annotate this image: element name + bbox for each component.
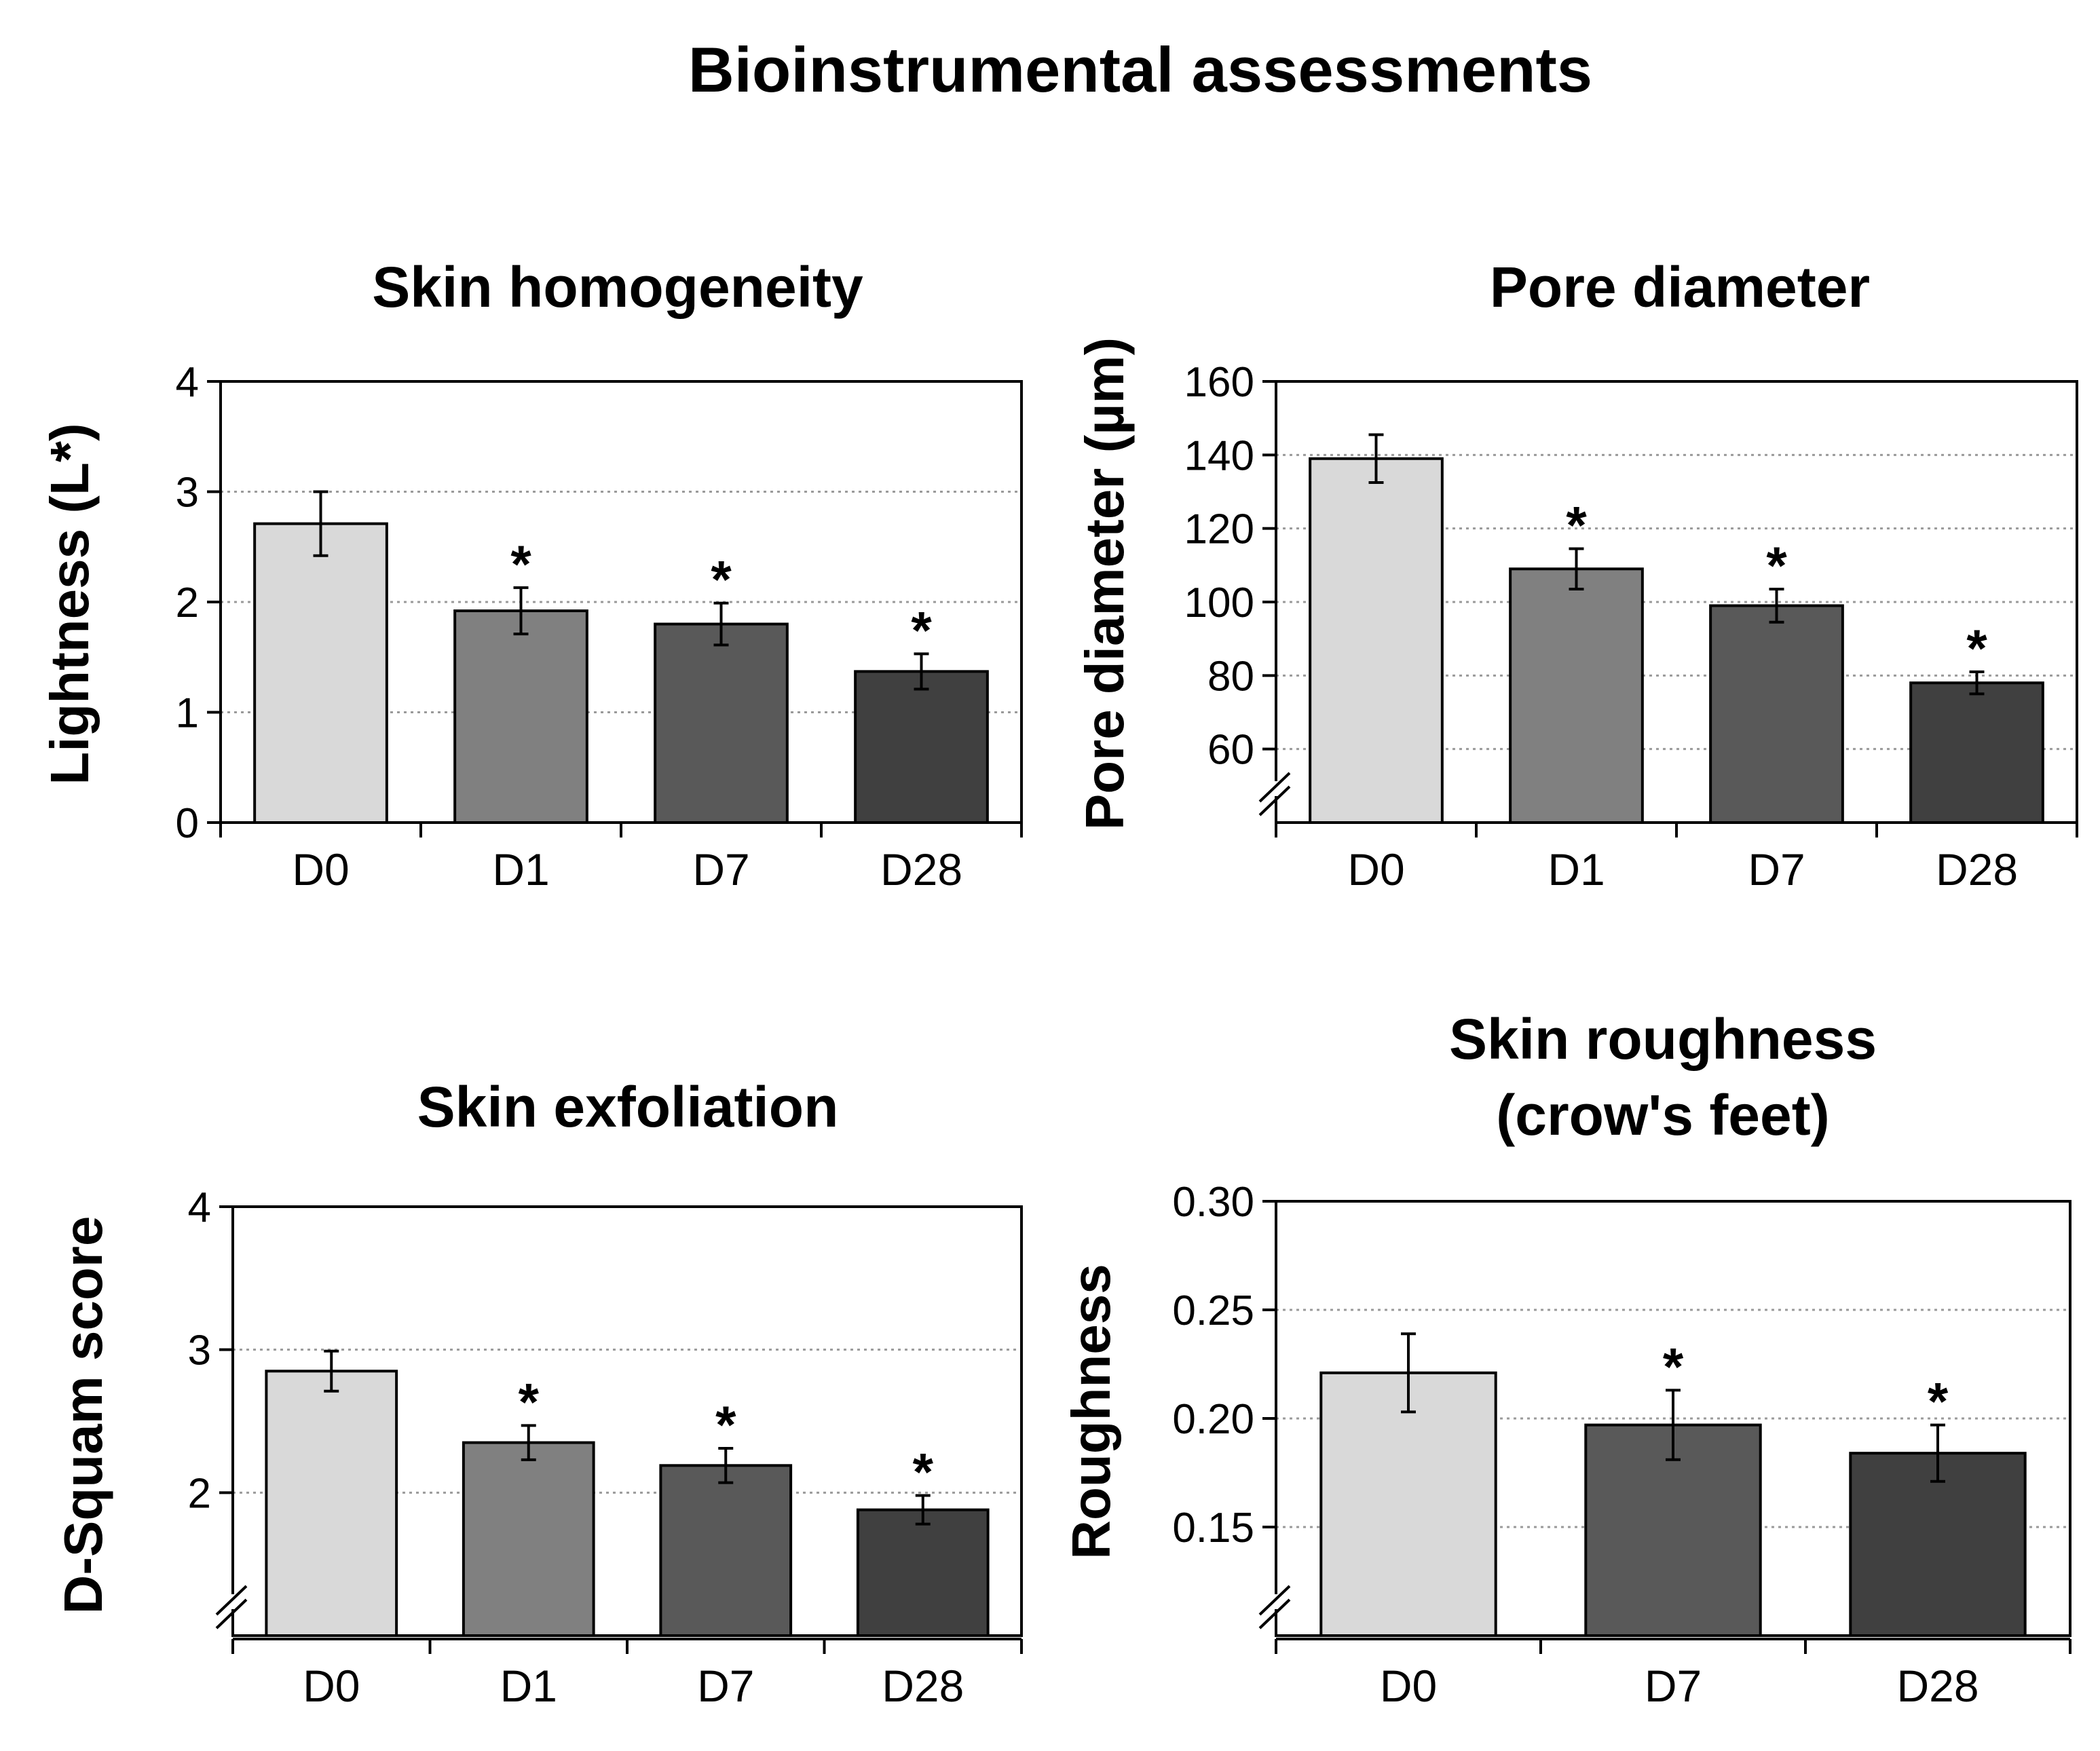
y-tick-label: 140 (1184, 432, 1254, 479)
bar (453, 609, 588, 824)
chart-pore-diameter: D0 * D1 * D7 * D28 60 80 100 120 140 160 (1184, 359, 2078, 895)
bar (659, 1464, 793, 1637)
y-tick-label: 100 (1184, 580, 1254, 626)
significance-marker: * (1966, 618, 1987, 678)
panel-title-line-2: (crow's feet) (1496, 1083, 1829, 1147)
significance-marker: * (1928, 1372, 1949, 1431)
y-tick-label: 1 (176, 690, 199, 737)
significance-marker: * (519, 1372, 540, 1431)
axis-break-mark (215, 1598, 248, 1630)
bar (856, 1508, 990, 1637)
bar (462, 1441, 595, 1638)
panel-title-line-1: Skin roughness (1449, 1007, 1877, 1071)
y-tick-label: 4 (176, 359, 199, 406)
panel-title: Pore diameter (1490, 255, 1870, 319)
category-label: D0 (1380, 1661, 1437, 1711)
bar (854, 670, 989, 824)
category-label: D1 (492, 844, 549, 895)
significance-marker: * (1566, 495, 1587, 554)
bar (253, 522, 388, 824)
y-tick-label: 60 (1207, 727, 1254, 774)
y-tick-label: 0.30 (1172, 1179, 1254, 1226)
y-tick-label: 3 (176, 470, 199, 516)
y-axis-label: D-Squam score (53, 1216, 113, 1615)
panel-title: Skin homogeneity (372, 255, 863, 319)
chart-skin-homogeneity: D0 * D1 * D7 * D28 0 1 2 3 4 (176, 359, 1023, 895)
y-tick-label: 80 (1207, 653, 1254, 700)
y-axis-label: Pore diameter (µm) (1074, 337, 1135, 830)
y-tick-label: 160 (1184, 359, 1254, 406)
plot-frame (231, 1205, 1023, 1637)
category-label: D7 (1748, 844, 1805, 895)
significance-marker: * (1766, 535, 1787, 595)
y-tick-label: 0 (176, 800, 199, 847)
category-label: D28 (1936, 844, 2018, 895)
panel-skin-homogeneity: Skin homogeneity Lightness (L*) D0 * D1 * D7… (39, 255, 1023, 895)
axis-break-mark (1258, 785, 1291, 816)
y-tick-label: 0.20 (1172, 1396, 1254, 1443)
y-tick-label: 0.25 (1172, 1287, 1254, 1334)
axis-break-mark (1258, 1585, 1291, 1616)
category-label: D7 (1645, 1661, 1702, 1711)
category-label: D28 (880, 844, 962, 895)
bar (1709, 604, 1844, 825)
y-tick-label: 0.15 (1172, 1505, 1254, 1551)
axis-break-mark (215, 1585, 248, 1616)
significance-marker: * (1663, 1336, 1684, 1396)
bar (1319, 1371, 1497, 1638)
bar (1909, 681, 2044, 825)
category-label: D7 (692, 844, 749, 895)
chart-skin-exfoliation: D0 * D1 * D7 * D28 2 3 4 (188, 1184, 1023, 1711)
category-label: D1 (1548, 844, 1605, 895)
category-label: D7 (697, 1661, 754, 1711)
y-tick-label: 120 (1184, 506, 1254, 553)
bar (265, 1370, 398, 1638)
figure-title: Bioinstrumental assessments (688, 34, 1592, 105)
y-tick-label: 4 (188, 1184, 211, 1231)
bar (654, 622, 789, 824)
axis-break-mark (1258, 1598, 1291, 1630)
category-label: D0 (303, 1661, 360, 1711)
axis-break-mark (1258, 772, 1291, 803)
significance-marker: * (715, 1395, 736, 1454)
category-label: D0 (1347, 844, 1404, 895)
y-tick-label: 3 (188, 1328, 211, 1374)
panel-skin-exfoliation: Skin exfoliation D-Squam score D0 * D1 * D7 *… (53, 1075, 1023, 1711)
panel-skin-roughness: Skin roughness (crow's feet) Roughness D… (1061, 1007, 2071, 1711)
y-axis-label: Lightness (L*) (39, 423, 100, 785)
category-label: D28 (1896, 1661, 1979, 1711)
significance-marker: * (911, 600, 932, 660)
y-tick-label: 2 (188, 1470, 211, 1517)
bar (1849, 1452, 2027, 1637)
category-label: D1 (500, 1661, 557, 1711)
significance-marker: * (913, 1442, 934, 1502)
y-tick-label: 2 (176, 580, 199, 626)
bar (1509, 567, 1644, 824)
y-axis-label: Roughness (1061, 1264, 1121, 1560)
category-label: D0 (292, 844, 349, 895)
significance-marker: * (711, 550, 732, 609)
chart-skin-roughness: D0 * D7 * D28 0.15 0.20 0.25 0.30 (1172, 1179, 2071, 1711)
panel-title: Skin exfoliation (417, 1075, 839, 1139)
bar (1309, 457, 1444, 824)
significance-marker: * (510, 534, 531, 594)
category-label: D28 (882, 1661, 964, 1711)
panel-pore-diameter: Pore diameter Pore diameter (µm) D0*D1*D… (1074, 255, 2078, 895)
